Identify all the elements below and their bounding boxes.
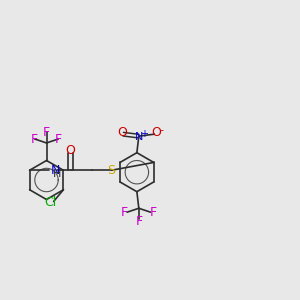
Text: O: O bbox=[151, 126, 161, 139]
Text: F: F bbox=[55, 133, 62, 146]
Text: +: + bbox=[140, 129, 148, 139]
Text: F: F bbox=[43, 126, 50, 139]
Text: F: F bbox=[149, 206, 157, 219]
Text: F: F bbox=[121, 206, 128, 219]
Text: N: N bbox=[51, 164, 60, 177]
Text: H: H bbox=[53, 169, 62, 179]
Text: Cl: Cl bbox=[44, 196, 57, 209]
Text: F: F bbox=[135, 215, 142, 228]
Text: S: S bbox=[107, 164, 116, 177]
Text: N: N bbox=[135, 132, 143, 142]
Text: O: O bbox=[117, 126, 127, 139]
Text: -: - bbox=[159, 126, 163, 136]
Text: O: O bbox=[66, 144, 76, 157]
Text: F: F bbox=[31, 133, 38, 146]
